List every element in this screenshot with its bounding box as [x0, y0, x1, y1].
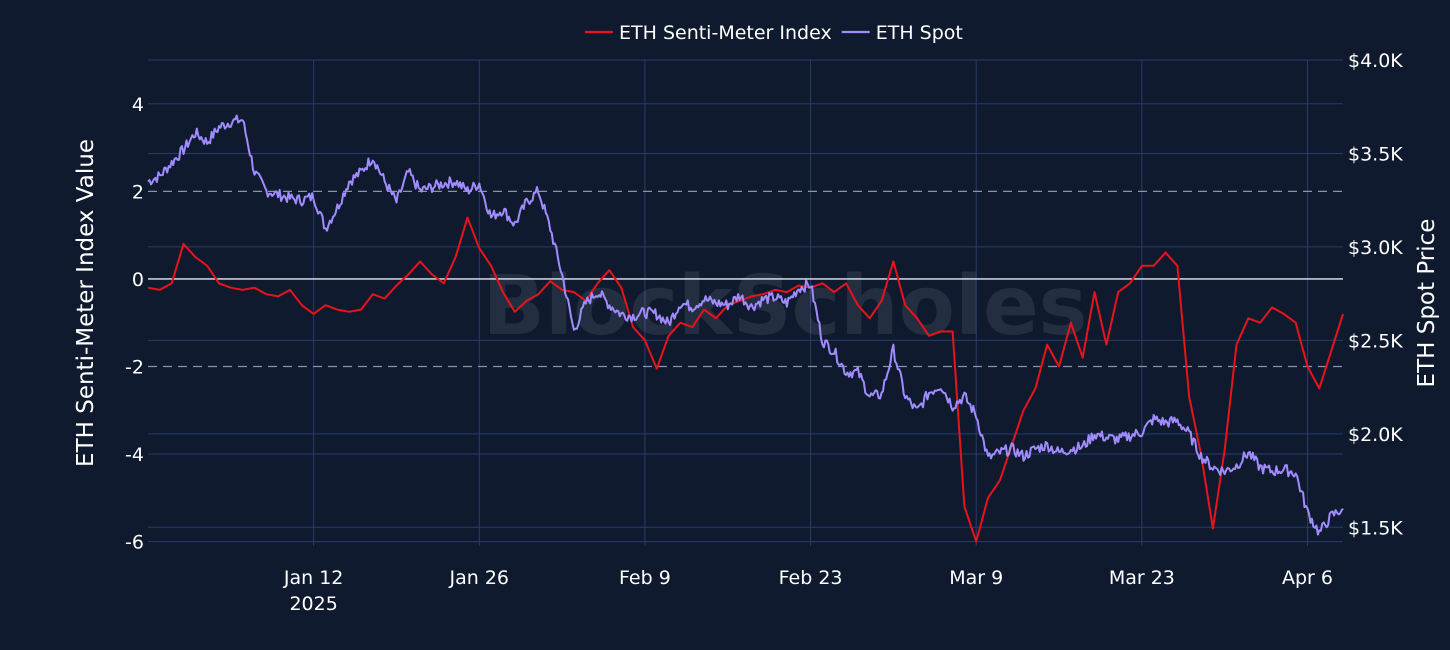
- right-tick-label: $2.5K: [1348, 330, 1403, 352]
- x-tick-label: Feb 9: [619, 567, 671, 589]
- x-tick-label: Mar 9: [949, 567, 1003, 589]
- legend-label: ETH Senti-Meter Index: [619, 22, 832, 44]
- left-tick-label: -2: [125, 356, 144, 378]
- x-tick-label: Apr 6: [1282, 567, 1333, 589]
- left-axis-ticks: 4 2 0 -2 -4 -6: [125, 94, 144, 554]
- right-tick-label: $2.0K: [1348, 424, 1403, 446]
- left-axis-title: ETH Senti-Meter Index Value: [73, 139, 99, 467]
- legend-label: ETH Spot: [876, 22, 963, 44]
- left-tick-label: 2: [132, 181, 144, 203]
- left-tick-label: 0: [132, 269, 144, 291]
- watermark: BlockScholes: [483, 259, 1088, 354]
- left-tick-label: -4: [125, 444, 144, 466]
- right-tick-label: $1.5K: [1348, 517, 1403, 539]
- senti-meter-series-line: [147, 216, 1344, 543]
- left-tick-label: -6: [125, 532, 144, 554]
- right-tick-label: $3.0K: [1348, 237, 1403, 259]
- grid: [148, 59, 1343, 546]
- left-tick-label: 4: [132, 94, 144, 116]
- legend: ETH Senti-Meter Index ETH Spot: [585, 22, 963, 44]
- right-tick-label: $3.5K: [1348, 143, 1403, 165]
- right-tick-label: $4.0K: [1348, 50, 1403, 72]
- right-axis-title: ETH Spot Price: [1414, 219, 1440, 388]
- right-axis-ticks: $4.0K $3.5K $3.0K $2.5K $2.0K $1.5K: [1348, 50, 1403, 539]
- x-axis-ticks: Jan 12 2025 Jan 26 Feb 9 Feb 23 Mar 9 Mar 23 Ap…: [283, 567, 1333, 615]
- x-tick-label: Jan 26: [449, 567, 510, 589]
- x-tick-label: Feb 23: [779, 567, 843, 589]
- series-layer: [147, 114, 1344, 543]
- x-tick-label: Mar 23: [1109, 567, 1175, 589]
- x-tick-label: Jan 12: [283, 567, 344, 589]
- eth-spot-series-line: [147, 114, 1344, 536]
- x-tick-sublabel: 2025: [289, 593, 337, 615]
